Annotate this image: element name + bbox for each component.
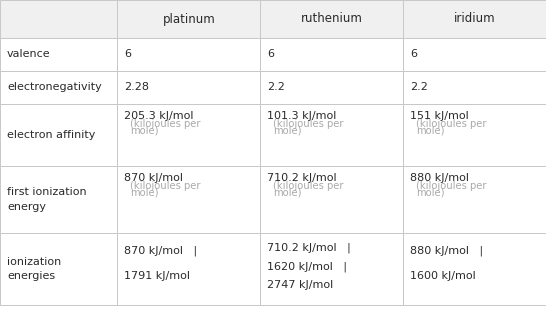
Bar	[403, 166, 546, 233]
Text: valence: valence	[7, 50, 51, 60]
Bar	[0, 233, 117, 305]
Text: ionization: ionization	[7, 257, 61, 267]
Bar	[403, 38, 546, 71]
Bar	[403, 104, 546, 166]
Text: 1791 kJ/mol: 1791 kJ/mol	[124, 271, 191, 281]
Text: platinum: platinum	[163, 12, 215, 25]
Text: energy: energy	[7, 202, 46, 212]
Text: 2747 kJ/mol: 2747 kJ/mol	[268, 281, 334, 290]
Text: 205.3 kJ/mol: 205.3 kJ/mol	[124, 111, 194, 121]
Text: (kilojoules per: (kilojoules per	[274, 181, 344, 191]
Text: (kilojoules per: (kilojoules per	[417, 119, 487, 129]
Bar	[0, 0, 117, 38]
Text: 6: 6	[411, 50, 418, 60]
Text: mole): mole)	[130, 188, 159, 197]
Text: 101.3 kJ/mol: 101.3 kJ/mol	[268, 111, 337, 121]
Bar	[0, 71, 117, 104]
Bar	[403, 71, 546, 104]
Text: first ionization: first ionization	[7, 187, 87, 197]
Text: 1620 kJ/mol   |: 1620 kJ/mol |	[268, 262, 347, 272]
Bar	[0, 38, 117, 71]
Text: 880 kJ/mol: 880 kJ/mol	[411, 173, 470, 183]
Bar	[117, 233, 260, 305]
Bar	[260, 104, 403, 166]
Bar	[117, 104, 260, 166]
Text: 2.2: 2.2	[268, 82, 286, 92]
Bar	[117, 71, 260, 104]
Bar	[117, 166, 260, 233]
Text: 710.2 kJ/mol: 710.2 kJ/mol	[268, 173, 337, 183]
Text: 6: 6	[124, 50, 132, 60]
Bar	[260, 0, 403, 38]
Text: 870 kJ/mol   |: 870 kJ/mol |	[124, 245, 198, 256]
Text: 6: 6	[268, 50, 275, 60]
Text: electron affinity: electron affinity	[7, 130, 96, 140]
Bar	[260, 38, 403, 71]
Bar	[260, 71, 403, 104]
Text: mole): mole)	[417, 188, 445, 197]
Text: 2.28: 2.28	[124, 82, 150, 92]
Bar	[117, 38, 260, 71]
Bar	[0, 104, 117, 166]
Text: mole): mole)	[130, 126, 159, 135]
Text: (kilojoules per: (kilojoules per	[130, 181, 201, 191]
Text: mole): mole)	[417, 126, 445, 135]
Text: energies: energies	[7, 271, 55, 281]
Text: 1600 kJ/mol: 1600 kJ/mol	[411, 271, 476, 281]
Text: mole): mole)	[274, 188, 302, 197]
Bar	[260, 166, 403, 233]
Text: electronegativity: electronegativity	[7, 82, 102, 92]
Text: mole): mole)	[274, 126, 302, 135]
Text: ruthenium: ruthenium	[301, 12, 363, 25]
Bar	[117, 0, 260, 38]
Bar	[0, 166, 117, 233]
Text: 880 kJ/mol   |: 880 kJ/mol |	[411, 245, 484, 256]
Text: iridium: iridium	[454, 12, 496, 25]
Text: 151 kJ/mol: 151 kJ/mol	[411, 111, 469, 121]
Bar	[403, 233, 546, 305]
Text: (kilojoules per: (kilojoules per	[417, 181, 487, 191]
Text: (kilojoules per: (kilojoules per	[130, 119, 201, 129]
Text: (kilojoules per: (kilojoules per	[274, 119, 344, 129]
Bar	[260, 233, 403, 305]
Text: 710.2 kJ/mol   |: 710.2 kJ/mol |	[268, 243, 351, 253]
Text: 2.2: 2.2	[411, 82, 429, 92]
Bar	[403, 0, 546, 38]
Text: 870 kJ/mol: 870 kJ/mol	[124, 173, 183, 183]
